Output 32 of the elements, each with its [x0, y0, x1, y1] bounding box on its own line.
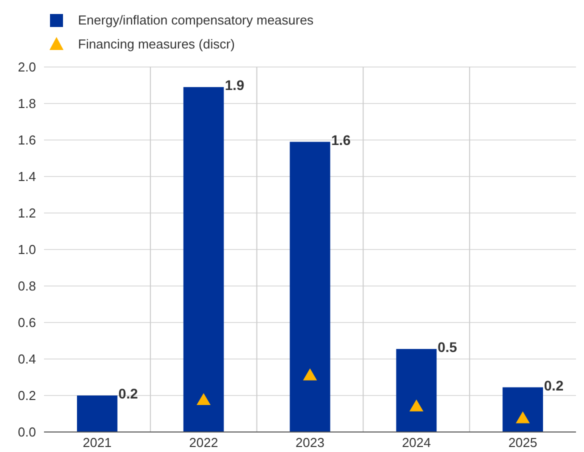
x-tick-label: 2023	[296, 435, 324, 450]
data-label: 1.6	[331, 132, 351, 148]
bar	[502, 387, 544, 432]
point	[409, 399, 424, 412]
y-tick-label: 0.4	[18, 352, 36, 367]
data-label: 0.2	[118, 386, 138, 402]
y-tick-label: 1.6	[18, 132, 36, 148]
bar	[396, 348, 437, 432]
legend-label: Energy/inflation compensatory measures	[78, 12, 314, 28]
data-label: 0.2	[544, 377, 564, 394]
point	[303, 368, 317, 380]
bar	[290, 142, 330, 432]
x-tick-label: 2022	[189, 435, 218, 450]
x-tick-label: 2025	[508, 435, 538, 450]
y-tick-label: 0.0	[18, 424, 36, 440]
data-label: 0.5	[438, 338, 458, 355]
x-tick-label: 2021	[82, 435, 112, 450]
y-tick-label: 1.8	[18, 96, 36, 112]
y-tick-label: 0.6	[18, 315, 36, 330]
bar	[183, 87, 224, 432]
bar	[76, 396, 118, 432]
point	[196, 393, 211, 405]
y-tick-label: 0.2	[18, 388, 36, 404]
y-tick-label: 0.8	[18, 278, 36, 294]
legend-label: Financing measures (discr)	[78, 36, 235, 52]
y-tick-label: 1.4	[18, 169, 36, 184]
y-tick-label: 2.0	[18, 60, 36, 75]
y-tick-label: 1.2	[18, 206, 36, 221]
x-tick-label: 2024	[402, 435, 431, 450]
y-tick-label: 1.0	[18, 242, 36, 258]
data-label: 1.9	[224, 77, 244, 94]
point	[516, 411, 530, 424]
